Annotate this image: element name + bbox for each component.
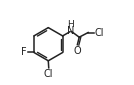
Text: O: O [73, 46, 81, 56]
Text: F: F [21, 48, 27, 57]
Text: N: N [67, 26, 74, 36]
Text: Cl: Cl [44, 69, 53, 79]
Text: Cl: Cl [95, 28, 105, 37]
Text: H: H [67, 20, 74, 29]
